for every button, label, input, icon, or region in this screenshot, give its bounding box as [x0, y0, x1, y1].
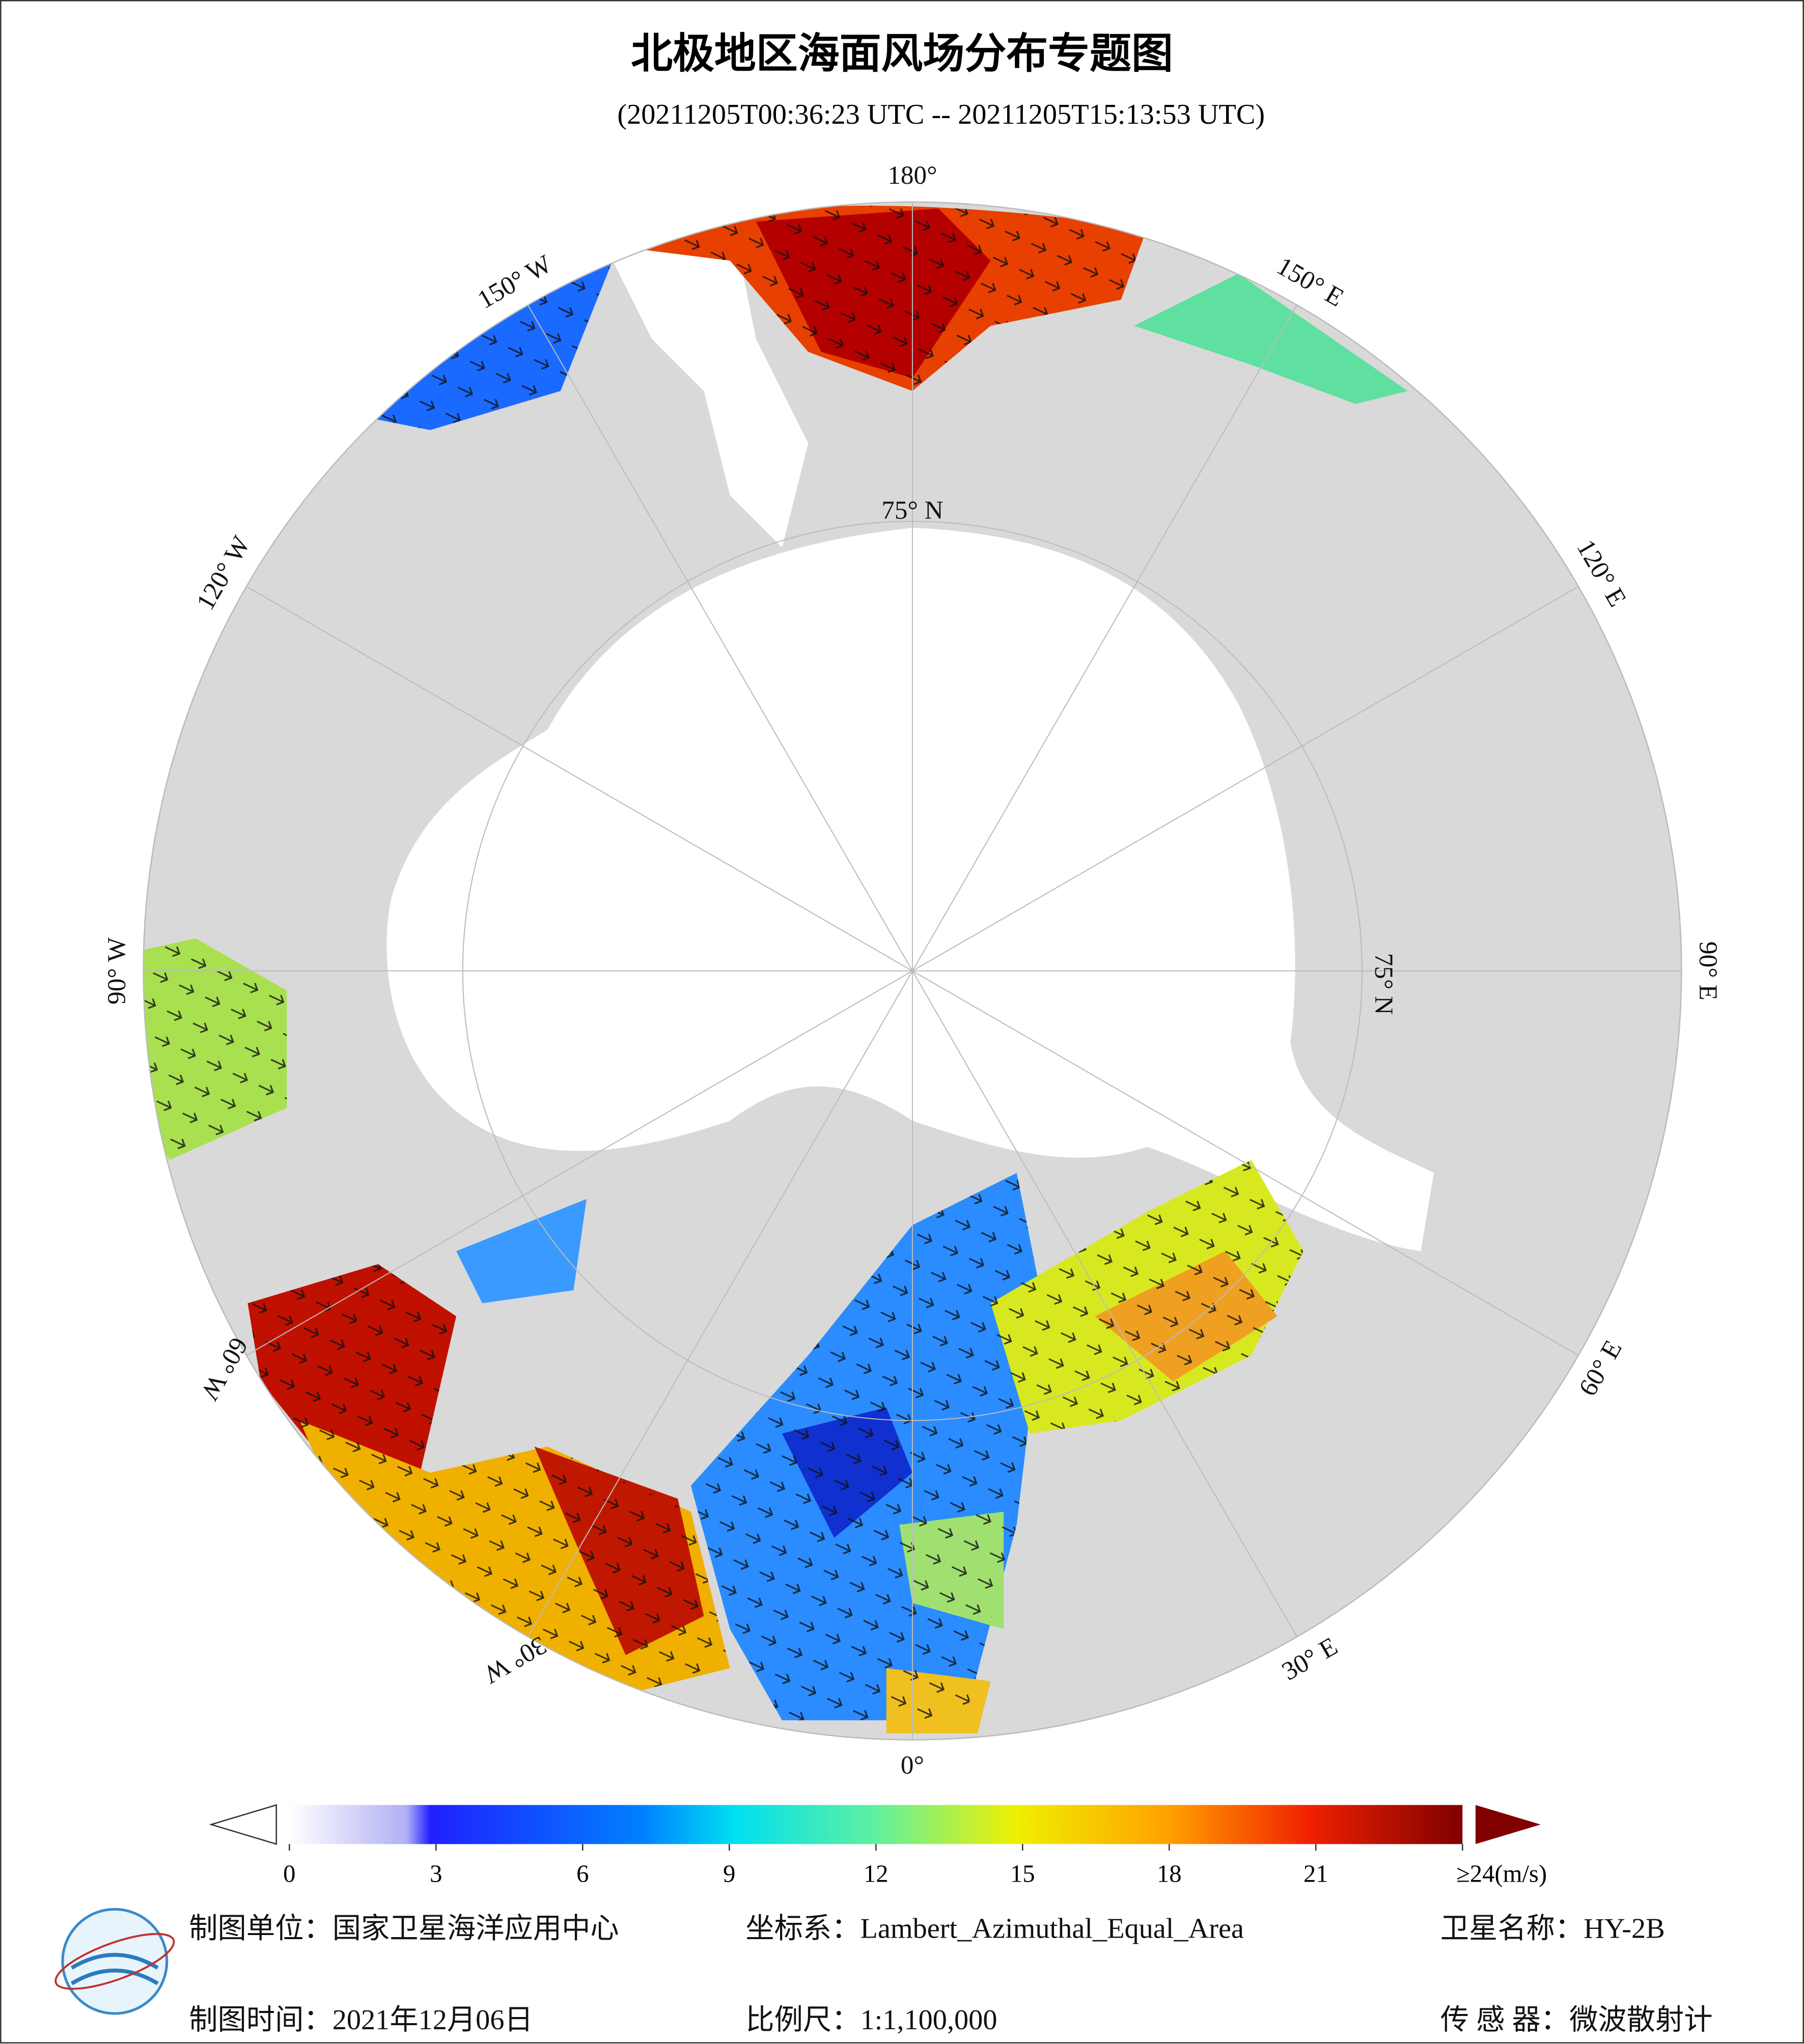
title: 北极地区海面风场分布专题图 — [631, 31, 1173, 77]
footer-scale: 比例尺：1:1,100,000 — [745, 2004, 997, 2036]
colorbar-tick-label: ≥24(m/s) — [1456, 1860, 1547, 1888]
colorbar-ticks: 0 3 6 9 12 15 18 21 ≥24(m/s) — [283, 1844, 1547, 1888]
lat-label: 75° N — [881, 496, 943, 525]
lon-label: 0° — [901, 1751, 924, 1780]
footer-satellite: 卫星名称：HY-2B — [1440, 1913, 1665, 1945]
colorbar-tick-label: 15 — [1010, 1860, 1035, 1888]
colorbar-tick-label: 0 — [283, 1860, 295, 1888]
meridian — [912, 970, 1579, 1356]
footer-unit: 制图单位：国家卫星海洋应用中心 — [189, 1913, 619, 1945]
meridian — [912, 970, 1298, 1637]
colorbar-over — [1475, 1805, 1541, 1844]
lon-label: 90° E — [1694, 941, 1723, 1000]
lon-label: 180° — [887, 161, 937, 190]
colorbar-tick-label: 9 — [723, 1860, 735, 1888]
colorbar-tick-label: 3 — [430, 1860, 442, 1888]
map — [143, 202, 1682, 1740]
map-outline — [143, 201, 1682, 1741]
meridian — [527, 970, 913, 1637]
meridian — [527, 304, 913, 971]
colorbar-tick-label: 21 — [1303, 1860, 1328, 1888]
meridian — [912, 304, 1298, 971]
colorbar-tick-label: 6 — [576, 1860, 589, 1888]
footer: 制图单位：国家卫星海洋应用中心 坐标系：Lambert_Azimuthal_Eq… — [189, 1913, 1712, 2036]
meridian — [246, 970, 913, 1356]
colorbar — [289, 1805, 1463, 1844]
footer-date: 制图时间：2021年12月06日 — [189, 2004, 533, 2036]
logo — [54, 1908, 175, 2015]
lat-label: 75° N — [1369, 953, 1398, 1015]
footer-sensor: 传 感 器：微波散射计 — [1440, 2004, 1713, 2036]
footer-projection: 坐标系：Lambert_Azimuthal_Equal_Area — [745, 1913, 1244, 1945]
colorbar-tick-label: 12 — [864, 1860, 889, 1888]
subtitle: (20211205T00:36:23 UTC -- 20211205T15:13… — [617, 99, 1265, 130]
colorbar-under — [209, 1804, 277, 1845]
meridian — [912, 586, 1579, 972]
graticule — [143, 202, 1682, 1740]
colorbar-tick-label: 18 — [1157, 1860, 1182, 1888]
meridian — [246, 586, 913, 972]
lon-label: 90° W — [102, 937, 131, 1005]
